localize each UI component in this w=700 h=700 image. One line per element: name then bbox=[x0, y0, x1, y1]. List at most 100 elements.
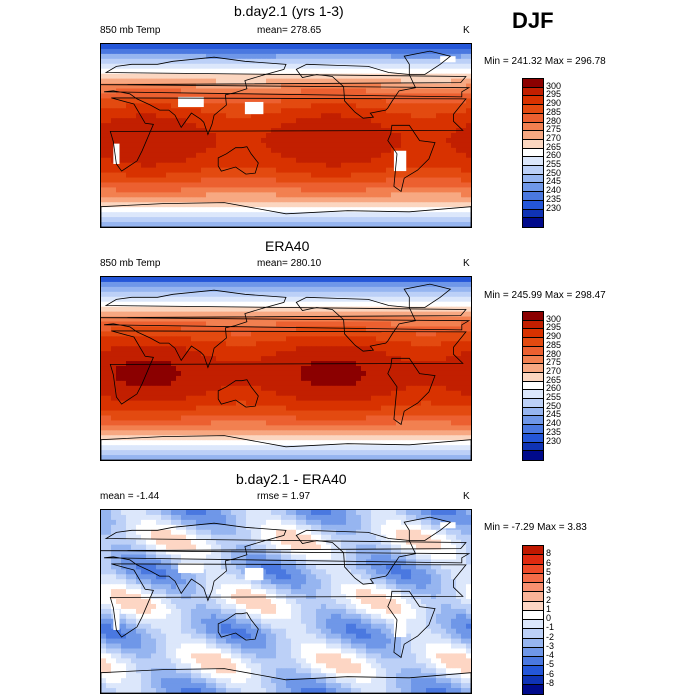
map-cell bbox=[311, 167, 317, 174]
map-cell bbox=[261, 321, 267, 328]
map-cell bbox=[161, 187, 167, 193]
map-cell bbox=[391, 281, 397, 288]
map-cell bbox=[121, 83, 127, 90]
map-cell bbox=[386, 98, 392, 104]
map-cell bbox=[441, 301, 447, 308]
map-cell bbox=[126, 400, 132, 407]
map-cell bbox=[171, 277, 177, 283]
map-cell bbox=[381, 53, 387, 60]
map-cell bbox=[311, 281, 317, 288]
map-cell bbox=[401, 73, 407, 80]
map-cell bbox=[201, 370, 207, 377]
map-cell bbox=[111, 98, 117, 104]
map-cell bbox=[156, 420, 162, 426]
map-cell bbox=[151, 137, 157, 144]
map-cell bbox=[231, 58, 237, 65]
map-cell bbox=[416, 395, 422, 402]
map-cell bbox=[101, 296, 107, 303]
map-cell bbox=[241, 311, 247, 318]
map-cell bbox=[421, 301, 427, 308]
map-cell bbox=[106, 123, 112, 129]
map-cell bbox=[451, 93, 457, 100]
map-cell bbox=[246, 78, 252, 85]
map-cell bbox=[241, 192, 247, 198]
map-cell bbox=[261, 277, 267, 283]
map-cell bbox=[441, 118, 447, 124]
map-cell bbox=[351, 53, 357, 60]
map-cell bbox=[141, 286, 147, 293]
map-cell bbox=[146, 326, 152, 333]
map-cell bbox=[371, 420, 377, 426]
map-cell bbox=[446, 277, 452, 283]
map-cell bbox=[241, 108, 247, 114]
map-cell bbox=[321, 78, 327, 85]
map-cell bbox=[436, 172, 442, 179]
map-cell bbox=[241, 291, 247, 298]
map-cell bbox=[266, 113, 272, 119]
map-cell bbox=[346, 301, 352, 308]
map-cell bbox=[336, 331, 342, 337]
map-cell bbox=[181, 380, 187, 387]
map-cell bbox=[201, 162, 207, 169]
map-cell bbox=[351, 400, 357, 407]
map-cell bbox=[221, 316, 227, 323]
map-cell bbox=[371, 291, 377, 298]
map-cell bbox=[386, 202, 392, 208]
map-cell bbox=[411, 202, 417, 208]
map-cell bbox=[246, 123, 252, 129]
map-cell bbox=[181, 118, 187, 124]
map-cell bbox=[226, 192, 232, 198]
map-cell bbox=[456, 356, 462, 362]
map-cell bbox=[111, 405, 117, 412]
map-cell bbox=[271, 301, 277, 308]
map-cell bbox=[326, 182, 332, 189]
map-cell bbox=[291, 88, 297, 95]
map-cell bbox=[166, 192, 172, 198]
map-cell bbox=[141, 133, 147, 139]
map-cell bbox=[236, 93, 242, 100]
map-cell bbox=[131, 152, 137, 159]
map-cell bbox=[251, 98, 257, 104]
map-cell bbox=[226, 415, 232, 422]
map-cell bbox=[166, 390, 172, 397]
map-cell bbox=[186, 167, 192, 174]
map-cell bbox=[251, 286, 257, 293]
map-cell bbox=[181, 133, 187, 139]
map-cell bbox=[226, 172, 232, 179]
map-cell bbox=[221, 98, 227, 104]
map-cell bbox=[251, 311, 257, 318]
map-cell bbox=[416, 277, 422, 283]
map-cell bbox=[251, 370, 257, 377]
map-cell bbox=[191, 311, 197, 318]
map-cell bbox=[436, 142, 442, 149]
map-cell bbox=[301, 375, 307, 382]
map-cell bbox=[441, 113, 447, 119]
map-cell bbox=[166, 147, 172, 154]
map-cell bbox=[256, 78, 262, 85]
map-cell bbox=[401, 286, 407, 293]
map-cell bbox=[161, 306, 167, 313]
map-cell bbox=[276, 53, 282, 60]
map-cell bbox=[296, 410, 302, 417]
map-cell bbox=[456, 108, 462, 114]
map-cell bbox=[196, 222, 202, 227]
map-cell bbox=[316, 301, 322, 308]
map-cell bbox=[211, 222, 217, 227]
map-cell bbox=[396, 212, 402, 218]
map-cell bbox=[466, 162, 471, 169]
map-cell bbox=[216, 415, 222, 422]
map-cell bbox=[196, 326, 202, 333]
map-cell bbox=[136, 291, 142, 298]
map-cell bbox=[441, 78, 447, 85]
map-cell bbox=[251, 380, 257, 387]
map-cell bbox=[166, 291, 172, 298]
map-cell bbox=[331, 58, 337, 65]
map-cell bbox=[101, 108, 107, 114]
map-cell bbox=[351, 192, 357, 198]
map-cell bbox=[456, 370, 462, 377]
missing-data-region bbox=[178, 96, 204, 108]
map-cell bbox=[271, 286, 277, 293]
map-cell bbox=[326, 341, 332, 347]
map-cell bbox=[201, 286, 207, 293]
map-cell bbox=[296, 351, 302, 357]
